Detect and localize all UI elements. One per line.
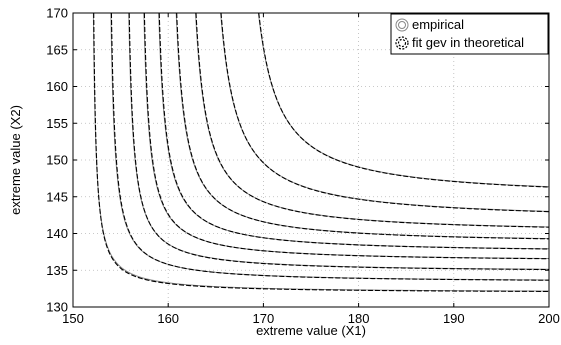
x-tick-label-190: 190	[443, 311, 465, 326]
ticks-group: 150 160 170 180 190 200 130 135 140 145 150 155 160 1…	[46, 6, 560, 327]
fit-contour-3	[128, 12, 550, 271]
y-tick-label-155: 155	[46, 116, 68, 131]
y-axis-label: extreme value (X2)	[8, 105, 23, 215]
fit-contour-9	[258, 12, 550, 188]
legend-circle-empirical-inner	[398, 21, 406, 29]
fit-contour-4	[143, 13, 550, 260]
x-tick-label-200: 200	[538, 311, 560, 326]
y-tick-label-135: 135	[46, 263, 68, 278]
x-tick-label-160: 160	[157, 311, 179, 326]
y-tick-label-150: 150	[46, 153, 68, 168]
fit-contour-5	[158, 13, 550, 250]
legend-label-fit-gev: fit gev in theoretical	[412, 35, 524, 50]
legend-circle-fit-outer	[395, 36, 409, 50]
y-tick-label-130: 130	[46, 300, 68, 315]
legend-circle-empirical-outer	[395, 18, 409, 32]
y-tick-label-165: 165	[46, 42, 68, 57]
legend-marker-empirical	[395, 18, 409, 32]
legend: empirical fit gev in theoretical	[390, 13, 549, 55]
x-tick-label-170: 170	[253, 311, 275, 326]
legend-label-empirical: empirical	[412, 17, 464, 32]
y-tick-label-170: 170	[46, 6, 68, 21]
legend-marker-fit-gev	[395, 36, 409, 50]
y-tick-label-140: 140	[46, 226, 68, 241]
series-group	[92, 12, 550, 292]
x-axis-label: extreme value (X1)	[256, 323, 366, 338]
legend-circle-fit-inner	[397, 38, 407, 48]
fit-contour-6	[176, 12, 550, 240]
legend-box	[390, 13, 549, 55]
fit-contour-8	[220, 12, 550, 213]
x-tick-label-150: 150	[62, 311, 84, 326]
fit-contour-1	[93, 13, 550, 292]
x-tick-label-180: 180	[348, 311, 370, 326]
fit-contour-2	[110, 13, 550, 281]
y-tick-label-145: 145	[46, 189, 68, 204]
y-tick-label-160: 160	[46, 79, 68, 94]
